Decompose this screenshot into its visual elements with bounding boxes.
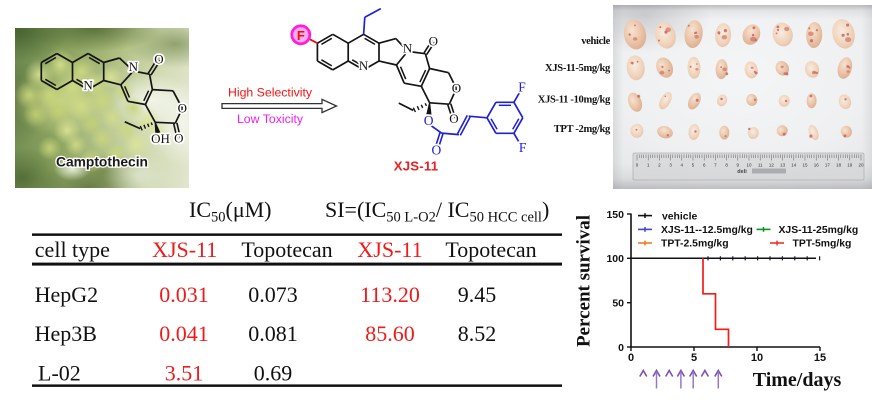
svg-text:XJS-11-5mg/kg: XJS-11-5mg/kg (545, 63, 611, 74)
svg-text:20: 20 (858, 163, 864, 168)
svg-text:2: 2 (658, 163, 661, 168)
svg-text:14: 14 (791, 163, 797, 168)
svg-text:6: 6 (703, 163, 706, 168)
svg-text:7: 7 (714, 163, 717, 168)
svg-text:N: N (83, 78, 93, 93)
svg-text:XJS-11-25mg/kg: XJS-11-25mg/kg (779, 225, 859, 236)
svg-text:deli: deli (737, 169, 747, 175)
svg-text:13: 13 (780, 163, 786, 168)
svg-text:L-02: L-02 (38, 361, 81, 386)
svg-text:150: 150 (606, 209, 624, 221)
svg-text:1: 1 (647, 163, 650, 168)
svg-text:15: 15 (814, 352, 826, 364)
svg-text:O: O (154, 52, 163, 67)
svg-text:18: 18 (836, 163, 842, 168)
svg-text:XJS-11--12.5mg/kg: XJS-11--12.5mg/kg (661, 225, 753, 236)
svg-text:0.081: 0.081 (248, 321, 298, 346)
svg-text:XJS-11: XJS-11 (394, 159, 438, 174)
svg-text:XJS-11 -10mg/kg: XJS-11 -10mg/kg (538, 95, 611, 106)
svg-text:4: 4 (681, 163, 684, 168)
svg-text:IC50(μM): IC50(μM) (189, 197, 272, 226)
svg-text:F: F (518, 80, 526, 95)
svg-text:O: O (424, 113, 434, 128)
svg-text:19: 19 (847, 163, 853, 168)
svg-text:9: 9 (737, 163, 740, 168)
svg-text:0.69: 0.69 (254, 361, 293, 386)
svg-text:HepG2: HepG2 (35, 282, 99, 307)
svg-text:TPT-2.5mg/kg: TPT-2.5mg/kg (661, 239, 729, 250)
svg-text:XJS-11: XJS-11 (357, 237, 422, 262)
svg-text:85.60: 85.60 (365, 321, 415, 346)
svg-text:17: 17 (825, 163, 831, 168)
svg-text:O: O (174, 131, 183, 146)
svg-text:0.031: 0.031 (159, 282, 209, 307)
svg-text:Time/days: Time/days (753, 369, 842, 391)
svg-text:F: F (519, 140, 527, 155)
svg-text:0: 0 (636, 163, 639, 168)
svg-text:O: O (178, 100, 187, 115)
svg-text:XJS-11: XJS-11 (152, 237, 217, 262)
svg-text:5: 5 (692, 163, 695, 168)
svg-text:Hep3B: Hep3B (35, 321, 97, 346)
svg-text:O: O (449, 111, 458, 126)
svg-text:N: N (129, 59, 139, 74)
svg-text:0: 0 (618, 342, 624, 354)
svg-text:10: 10 (746, 163, 752, 168)
svg-text:9.45: 9.45 (458, 282, 497, 307)
svg-text:Topotecan: Topotecan (445, 237, 536, 262)
svg-text:16: 16 (814, 163, 820, 168)
svg-text:0: 0 (628, 352, 634, 364)
svg-text:cell type: cell type (35, 237, 110, 262)
svg-text:TPT-5mg/kg: TPT-5mg/kg (793, 239, 852, 250)
svg-text:100: 100 (606, 253, 624, 265)
svg-text:11: 11 (758, 163, 763, 168)
svg-text:vehicle: vehicle (581, 36, 610, 47)
svg-text:TPT -2mg/kg: TPT -2mg/kg (554, 124, 611, 135)
svg-text:F: F (297, 28, 305, 43)
svg-text:3: 3 (669, 163, 672, 168)
svg-text:8.52: 8.52 (458, 321, 497, 346)
svg-text:8: 8 (725, 163, 728, 168)
svg-text:High Selectivity: High Selectivity (228, 86, 313, 100)
svg-text:O: O (452, 81, 461, 96)
svg-text:3.51: 3.51 (165, 361, 204, 386)
svg-text:N: N (403, 40, 413, 55)
svg-text:50: 50 (612, 298, 624, 310)
svg-text:Topotecan: Topotecan (241, 237, 332, 262)
svg-text:vehicle: vehicle (662, 211, 697, 222)
svg-text:O: O (429, 33, 438, 48)
svg-text:O: O (432, 143, 442, 158)
svg-text:Camptothecin: Camptothecin (56, 155, 148, 170)
svg-text:0.073: 0.073 (248, 282, 298, 307)
svg-text:12: 12 (769, 163, 775, 168)
svg-text:OH: OH (151, 131, 170, 146)
svg-text:10: 10 (751, 352, 763, 364)
svg-text:Low Toxicity: Low Toxicity (237, 112, 304, 126)
svg-text:5: 5 (691, 352, 697, 364)
svg-text:SI=(IC50 L-O2/ IC50 HCC cell): SI=(IC50 L-O2/ IC50 HCC cell) (325, 197, 549, 226)
svg-text:0.041: 0.041 (159, 321, 209, 346)
svg-text:15: 15 (802, 163, 808, 168)
svg-text:113.20: 113.20 (360, 282, 420, 307)
svg-text:Percent survival: Percent survival (574, 215, 595, 347)
svg-text:N: N (359, 58, 369, 73)
